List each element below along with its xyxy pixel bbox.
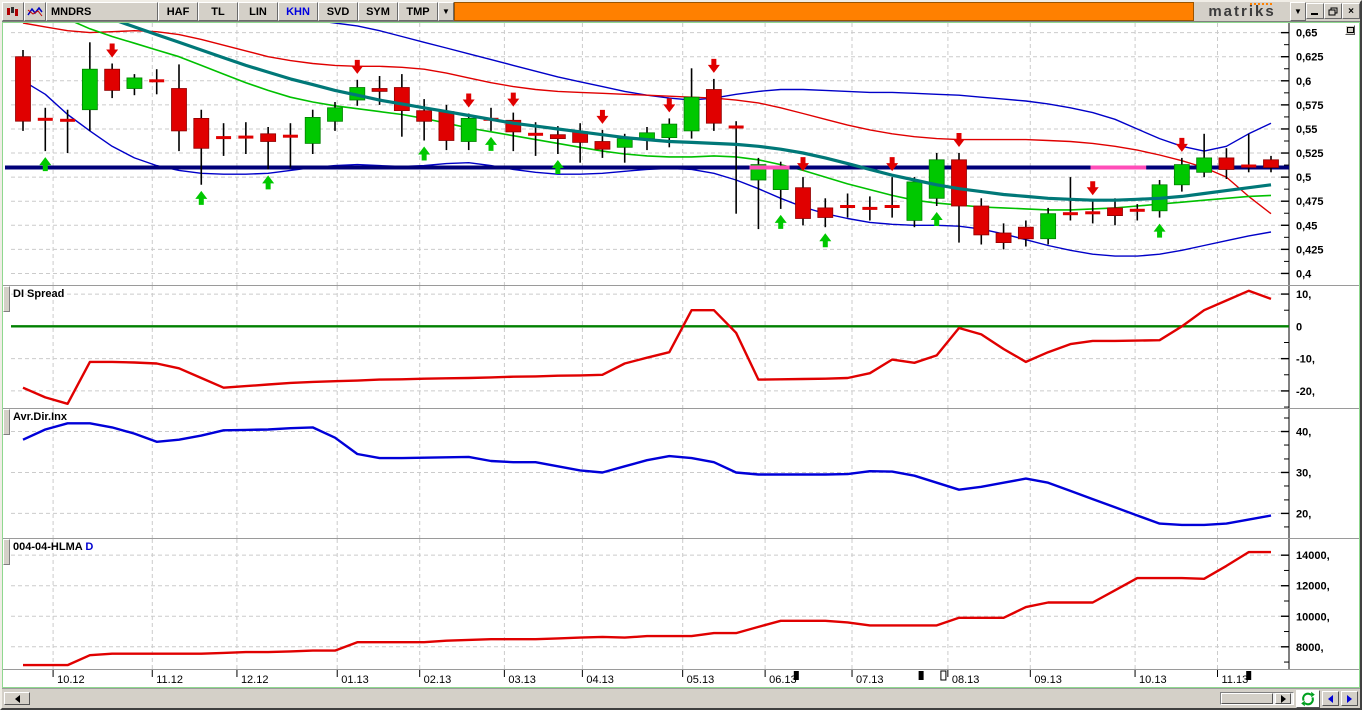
svg-text:8000,: 8000, xyxy=(1296,642,1324,654)
adx-title: Avr.Dir.Inx xyxy=(13,411,68,423)
svg-text:0,625: 0,625 xyxy=(1296,52,1324,64)
scroll-left-button[interactable] xyxy=(4,692,30,705)
svg-text:01.13: 01.13 xyxy=(341,674,369,686)
tab-mndrs-label: MNDRS xyxy=(51,5,92,18)
right-arrow-icon xyxy=(1280,694,1286,703)
tab-sym-label: SYM xyxy=(366,5,390,18)
page-previous-button[interactable] xyxy=(1322,691,1339,706)
svg-text:0,525: 0,525 xyxy=(1296,148,1324,160)
tab-lin[interactable]: LIN xyxy=(238,2,278,21)
svg-text:-20,: -20, xyxy=(1296,386,1315,398)
tab-mndrs[interactable]: MNDRS xyxy=(46,2,158,21)
svg-text:0: 0 xyxy=(1296,321,1302,333)
svg-text:12.12: 12.12 xyxy=(241,674,269,686)
svg-text:0,4: 0,4 xyxy=(1296,268,1312,280)
svg-text:09.13: 09.13 xyxy=(1034,674,1062,686)
next-arrow-icon xyxy=(1347,694,1352,703)
svg-text:0,475: 0,475 xyxy=(1296,196,1324,208)
svg-text:30,: 30, xyxy=(1296,467,1311,479)
di-spread-title: DI Spread xyxy=(13,288,65,300)
child-restore-button[interactable] xyxy=(1345,25,1355,35)
tab-tmp-label: TMP xyxy=(406,5,430,18)
matriks-logo-text: matriks xyxy=(1208,3,1276,20)
svg-text:05.13: 05.13 xyxy=(687,674,715,686)
panel-grip[interactable] xyxy=(3,286,10,312)
adx-panel[interactable]: Avr.Dir.Inx 40, 30, 20, xyxy=(3,408,1359,539)
svg-text:10.13: 10.13 xyxy=(1139,674,1167,686)
svg-text:20,: 20, xyxy=(1296,508,1311,520)
minimize-button[interactable] xyxy=(1306,3,1324,19)
svg-text:10.12: 10.12 xyxy=(57,674,85,686)
scrollbar-thumb[interactable] xyxy=(1221,693,1273,704)
close-button[interactable]: × xyxy=(1342,3,1360,19)
page-next-button[interactable] xyxy=(1341,691,1358,706)
svg-text:40,: 40, xyxy=(1296,427,1311,439)
svg-text:0,6: 0,6 xyxy=(1296,76,1311,88)
tab-khn[interactable]: KHN xyxy=(278,2,318,21)
horizontal-scrollbar[interactable] xyxy=(1220,692,1294,705)
date-axis-labels: 10.12 11.12 12.12 01.13 02.13 03.13 04.13 05.13… xyxy=(52,670,1252,686)
svg-text:07.13: 07.13 xyxy=(856,674,884,686)
titlebar: MNDRS HAF TL LIN KHN SVD SYM TMP ▼ matri… xyxy=(2,2,1360,22)
svg-text:04.13: 04.13 xyxy=(586,674,614,686)
di-spread-chart[interactable]: 10, 0 -10, -20, xyxy=(3,286,1357,409)
restore-button[interactable] xyxy=(1324,3,1342,19)
panel-grip[interactable] xyxy=(3,409,10,435)
tab-khn-label: KHN xyxy=(286,5,310,18)
refresh-icon xyxy=(1301,691,1315,706)
tab-tl[interactable]: TL xyxy=(198,2,238,21)
tab-lin-label: LIN xyxy=(249,5,267,18)
svg-text:-10,: -10, xyxy=(1296,354,1315,366)
tab-tl-label: TL xyxy=(211,5,225,18)
svg-text:10000,: 10000, xyxy=(1296,611,1330,623)
price-chart[interactable]: 0,65 0,625 0,6 0,575 0,55 0,525 0,5 0,475 0,45 0,… xyxy=(3,23,1357,285)
svg-text:0,65: 0,65 xyxy=(1296,28,1317,40)
previous-arrow-icon xyxy=(1328,694,1333,703)
tab-tmp[interactable]: TMP xyxy=(398,2,438,21)
chart-client: 0,65 0,625 0,6 0,575 0,55 0,525 0,5 0,475 0,45 0,… xyxy=(2,22,1360,688)
logo-dropdown-button[interactable]: ▼ xyxy=(1290,2,1306,21)
svg-text:08.13: 08.13 xyxy=(952,674,980,686)
candlestick-chart-icon[interactable] xyxy=(2,2,24,21)
scroll-right-small-button[interactable] xyxy=(1275,693,1291,704)
svg-text:14000,: 14000, xyxy=(1296,550,1330,562)
hlma-title: 004-04-HLMA D xyxy=(13,541,94,553)
tab-dropdown-button[interactable]: ▼ xyxy=(438,2,454,21)
svg-text:02.13: 02.13 xyxy=(424,674,452,686)
di-spread-panel[interactable]: DI Spread 10, 0 -10, -20, xyxy=(3,285,1359,409)
tab-svd-label: SVD xyxy=(326,5,350,18)
svg-text:0,5: 0,5 xyxy=(1296,172,1311,184)
logo-accent-dots xyxy=(1250,3,1272,5)
svg-text:0,55: 0,55 xyxy=(1296,124,1317,136)
svg-text:0,45: 0,45 xyxy=(1296,220,1317,232)
date-axis: 10.12 11.12 12.12 01.13 02.13 03.13 04.13 05.13… xyxy=(3,669,1359,687)
svg-text:03.13: 03.13 xyxy=(508,674,536,686)
tab-svd[interactable]: SVD xyxy=(318,2,358,21)
hlma-chart[interactable]: 14000, 12000, 10000, 8000, xyxy=(3,539,1357,670)
svg-text:06.13: 06.13 xyxy=(769,674,797,686)
left-arrow-icon xyxy=(14,694,20,703)
svg-text:0,425: 0,425 xyxy=(1296,244,1324,256)
svg-text:11.13: 11.13 xyxy=(1222,674,1249,686)
orange-strip xyxy=(454,2,1194,21)
svg-text:12000,: 12000, xyxy=(1296,581,1330,593)
svg-text:10,: 10, xyxy=(1296,289,1311,301)
svg-text:11.12: 11.12 xyxy=(156,674,183,686)
adx-chart[interactable]: 40, 30, 20, xyxy=(3,409,1357,539)
line-chart-icon[interactable] xyxy=(24,2,46,21)
tab-haf[interactable]: HAF xyxy=(158,2,198,21)
bottom-scroll-strip xyxy=(2,688,1360,708)
hlma-panel[interactable]: 004-04-HLMA D 14000, 12000, 10000, 8000, xyxy=(3,538,1359,670)
tab-sym[interactable]: SYM xyxy=(358,2,398,21)
svg-text:0,575: 0,575 xyxy=(1296,100,1324,112)
price-panel[interactable]: 0,65 0,625 0,6 0,575 0,55 0,525 0,5 0,475 0,45 0,… xyxy=(3,23,1359,285)
refresh-button[interactable] xyxy=(1296,689,1320,708)
matriks-logo: matriks xyxy=(1194,2,1290,21)
panel-grip[interactable] xyxy=(3,539,10,565)
tab-haf-label: HAF xyxy=(166,5,190,18)
